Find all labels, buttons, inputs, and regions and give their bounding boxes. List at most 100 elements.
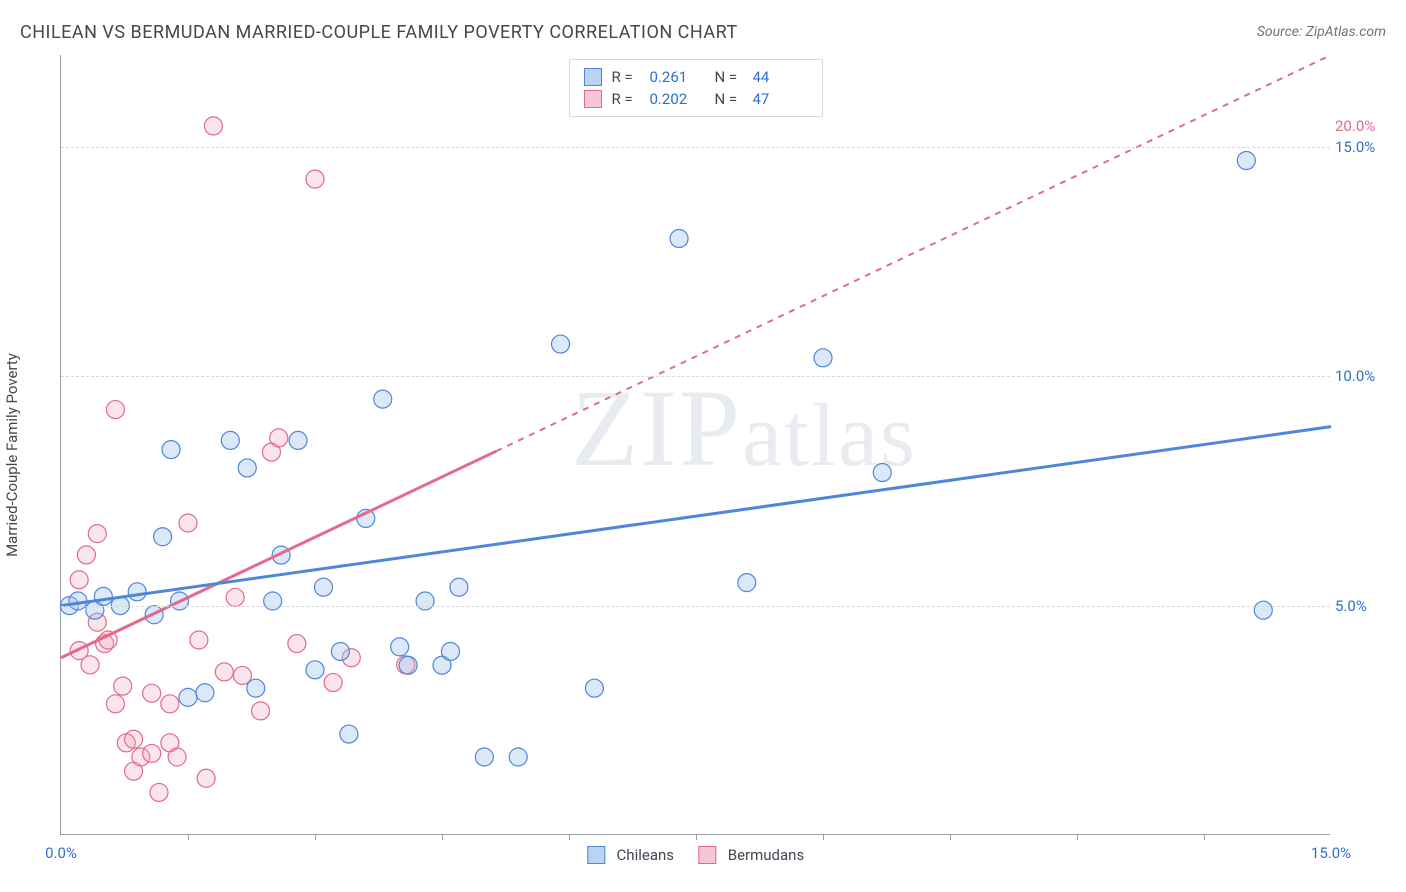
legend-r-value-chileans: 0.261 [650, 66, 705, 88]
data-point [70, 571, 88, 589]
chart-title: CHILEAN VS BERMUDAN MARRIED-COUPLE FAMIL… [20, 22, 738, 43]
data-point [143, 684, 161, 702]
y-axis-label: Married-Couple Family Poverty [3, 353, 21, 557]
data-point [289, 431, 307, 449]
legend-r-label: R = [612, 66, 640, 88]
legend-swatch-chileans [584, 68, 602, 86]
x-tick-mark [1077, 834, 1078, 840]
data-point [161, 695, 179, 713]
data-point [374, 390, 392, 408]
data-point [264, 592, 282, 610]
data-point [215, 663, 233, 681]
data-point [340, 725, 358, 743]
chart-container: CHILEAN VS BERMUDAN MARRIED-COUPLE FAMIL… [0, 0, 1406, 892]
data-point [324, 674, 342, 692]
plot-svg [61, 55, 1330, 834]
data-point [416, 592, 434, 610]
x-tick-mark [1204, 834, 1205, 840]
data-point [306, 170, 324, 188]
data-point [585, 679, 603, 697]
data-point [247, 679, 265, 697]
legend-n-value-bermudans: 47 [753, 88, 808, 110]
data-point [1237, 152, 1255, 170]
x-tick-mark [315, 834, 316, 840]
legend-item-chileans: Chileans [587, 846, 674, 864]
legend-swatch-bermudans [698, 846, 716, 864]
data-point [196, 684, 214, 702]
data-point [509, 748, 527, 766]
gridline [61, 376, 1330, 377]
data-point [450, 578, 468, 596]
data-point [94, 587, 112, 605]
gridline [61, 606, 1330, 607]
gridline [61, 147, 1330, 148]
legend-n-value-chileans: 44 [753, 66, 808, 88]
data-point [154, 528, 172, 546]
legend-swatch-bermudans [584, 90, 602, 108]
y-tick-label-secondary: 20.0% [1335, 117, 1390, 135]
x-tick-mark [696, 834, 697, 840]
data-point [738, 574, 756, 592]
x-tick-label: 15.0% [1311, 844, 1351, 862]
data-point [391, 638, 409, 656]
data-point [106, 695, 124, 713]
data-point [314, 578, 332, 596]
data-point [670, 230, 688, 248]
data-point [197, 769, 215, 787]
x-tick-mark [442, 834, 443, 840]
data-point [873, 464, 891, 482]
data-point [190, 631, 208, 649]
data-point [114, 677, 132, 695]
legend-r-value-bermudans: 0.202 [650, 88, 705, 110]
data-point [331, 642, 349, 660]
x-tick-mark [569, 834, 570, 840]
data-point [252, 702, 270, 720]
data-point [441, 642, 459, 660]
legend-series: Chileans Bermudans [587, 846, 804, 864]
data-point [128, 583, 146, 601]
data-point [77, 546, 95, 564]
legend-r-label: R = [612, 88, 640, 110]
data-point [106, 401, 124, 419]
y-tick-label: 15.0% [1335, 138, 1390, 156]
data-point [125, 730, 143, 748]
legend-correlation: R = 0.261 N = 44 R = 0.202 N = 47 [569, 59, 823, 117]
data-point [162, 441, 180, 459]
legend-row-bermudans: R = 0.202 N = 47 [584, 88, 808, 110]
data-point [81, 656, 99, 674]
data-point [221, 431, 239, 449]
data-point [226, 588, 244, 606]
y-tick-label: 5.0% [1335, 597, 1390, 615]
data-point [179, 514, 197, 532]
x-tick-mark [823, 834, 824, 840]
trend-line-chileans [61, 427, 1331, 606]
title-bar: CHILEAN VS BERMUDAN MARRIED-COUPLE FAMIL… [20, 18, 1386, 46]
data-point [88, 525, 106, 543]
data-point [399, 656, 417, 674]
data-point [143, 744, 161, 762]
plot-area: ZIPatlas R = 0.261 N = 44 R = 0.202 N = … [60, 55, 1330, 835]
data-point [306, 661, 324, 679]
series-bermudans [70, 117, 415, 802]
x-tick-mark [188, 834, 189, 840]
source-label: Source: ZipAtlas.com [1257, 24, 1386, 40]
legend-label-chileans: Chileans [617, 846, 674, 864]
data-point [1254, 601, 1272, 619]
legend-label-bermudans: Bermudans [728, 846, 804, 864]
data-point [238, 459, 256, 477]
x-tick-mark [950, 834, 951, 840]
data-point [552, 335, 570, 353]
legend-n-label: N = [715, 66, 743, 88]
data-point [288, 635, 306, 653]
data-point [270, 429, 288, 447]
data-point [814, 349, 832, 367]
data-point [179, 688, 197, 706]
y-tick-label: 10.0% [1335, 367, 1390, 385]
data-point [475, 748, 493, 766]
legend-n-label: N = [715, 88, 743, 110]
x-tick-label: 0.0% [45, 844, 77, 862]
data-point [150, 783, 168, 801]
legend-swatch-chileans [587, 846, 605, 864]
legend-item-bermudans: Bermudans [698, 846, 804, 864]
data-point [168, 748, 186, 766]
